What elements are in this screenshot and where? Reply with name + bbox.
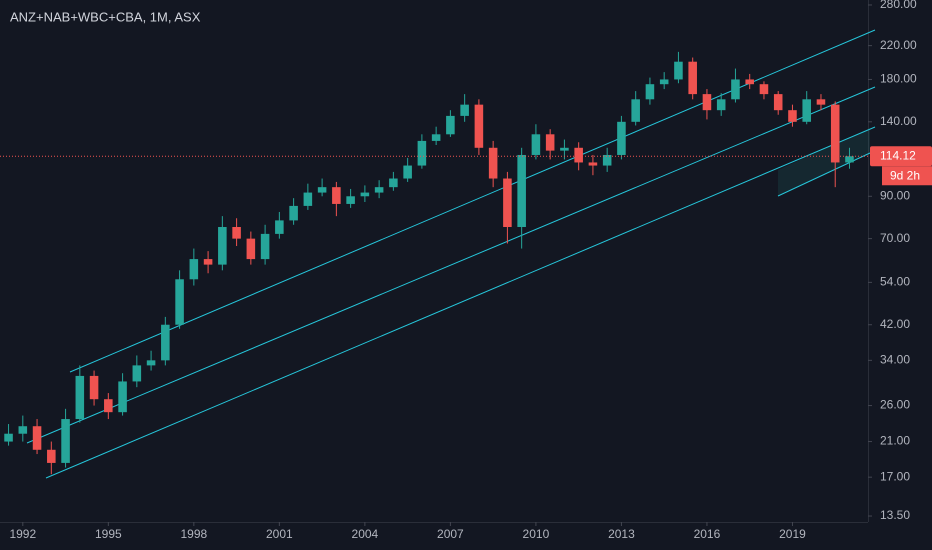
candle-body <box>374 187 384 193</box>
candle-body <box>631 99 640 122</box>
candle-body <box>460 104 469 116</box>
candle-body <box>560 147 569 151</box>
candle-body <box>161 324 170 361</box>
candle-body <box>32 426 42 450</box>
y-tick-label: 220.00 <box>880 38 917 52</box>
x-tick-label: 2013 <box>608 527 635 541</box>
x-tick-label: 2007 <box>437 527 464 541</box>
candle-body <box>574 147 583 163</box>
candle-body <box>246 238 256 260</box>
candle-body <box>18 426 28 434</box>
last-price-badge <box>870 146 932 167</box>
chart-title: ANZ+NAB+WBC+CBA, 1M, ASX <box>10 9 201 24</box>
candle-body <box>203 259 213 265</box>
candle-body <box>731 79 740 100</box>
candle-body <box>260 233 270 260</box>
candle-body <box>545 134 555 151</box>
candle-body <box>517 154 526 228</box>
x-tick-label: 1998 <box>180 527 207 541</box>
candle-body <box>645 84 655 100</box>
y-tick-label: 180.00 <box>880 72 917 86</box>
candle-body <box>189 259 199 280</box>
countdown-badge <box>882 166 932 186</box>
y-tick-label: 42.00 <box>880 317 910 331</box>
x-tick-label: 2016 <box>694 527 721 541</box>
candle-body <box>61 419 70 463</box>
channel-line <box>26 86 876 444</box>
candle-body <box>4 433 13 442</box>
candle-body <box>759 84 769 95</box>
channel-line <box>777 152 871 197</box>
candle-body <box>75 375 85 420</box>
candle-body <box>745 79 754 85</box>
candle-body <box>232 227 241 239</box>
candle-body <box>531 134 541 155</box>
x-tick-label: 1992 <box>9 527 36 541</box>
channel-line <box>45 126 876 479</box>
candle-body <box>332 187 341 204</box>
countdown-label: 9d 2h <box>890 168 920 182</box>
last-price-label: 114.12 <box>880 148 916 162</box>
candle-body <box>688 61 697 95</box>
candle-body <box>104 399 113 413</box>
candle-body <box>830 104 840 163</box>
candle-body <box>417 140 427 166</box>
candle-body <box>146 360 156 366</box>
trend-channel <box>26 29 876 479</box>
candle-body <box>303 192 313 206</box>
y-tick-label: 280.00 <box>880 0 917 11</box>
candle-body <box>446 115 455 135</box>
candle-body <box>317 187 327 193</box>
candle-body <box>503 178 512 228</box>
y-tick-label: 90.00 <box>880 188 910 202</box>
candle-body <box>389 178 398 188</box>
candle-body <box>773 94 783 111</box>
candle-body <box>816 99 826 105</box>
candle-body <box>602 154 612 166</box>
shaded-zone <box>778 128 870 196</box>
y-tick-label: 54.00 <box>880 275 910 289</box>
candle-body <box>588 162 598 166</box>
y-tick-label: 26.00 <box>880 398 910 412</box>
candle-body <box>702 94 712 111</box>
candle-body <box>617 121 626 155</box>
candle-body <box>89 375 99 400</box>
candle-body <box>218 227 227 265</box>
x-tick-label: 1995 <box>95 527 122 541</box>
candle-body <box>346 196 355 204</box>
candles <box>4 51 854 475</box>
y-tick-label: 13.50 <box>880 508 910 522</box>
x-tick-label: 2019 <box>779 527 806 541</box>
candle-body <box>275 220 284 234</box>
y-tick-label: 21.00 <box>880 434 910 448</box>
candle-body <box>845 156 854 163</box>
x-tick-label: 2001 <box>266 527 293 541</box>
channel-line <box>69 29 876 373</box>
x-tick-label: 2004 <box>352 527 379 541</box>
y-tick-label: 70.00 <box>880 231 910 245</box>
candle-body <box>716 99 726 111</box>
candle-body <box>118 381 127 413</box>
candle-body <box>360 192 370 197</box>
candle-body <box>788 110 797 122</box>
y-tick-label: 140.00 <box>880 114 917 128</box>
candle-body <box>674 61 683 80</box>
y-tick-label: 34.00 <box>880 353 910 367</box>
y-tick-label: 17.00 <box>880 469 910 483</box>
candle-body <box>175 279 184 325</box>
candle-body <box>659 79 669 85</box>
candle-body <box>47 449 56 463</box>
candle-body <box>403 165 412 179</box>
candle-body <box>431 134 441 141</box>
candle-body <box>488 147 498 179</box>
candle-body <box>474 104 484 148</box>
candle-body <box>802 99 811 122</box>
x-tick-label: 2010 <box>523 527 550 541</box>
candle-body <box>132 365 142 382</box>
candle-body <box>289 205 298 221</box>
